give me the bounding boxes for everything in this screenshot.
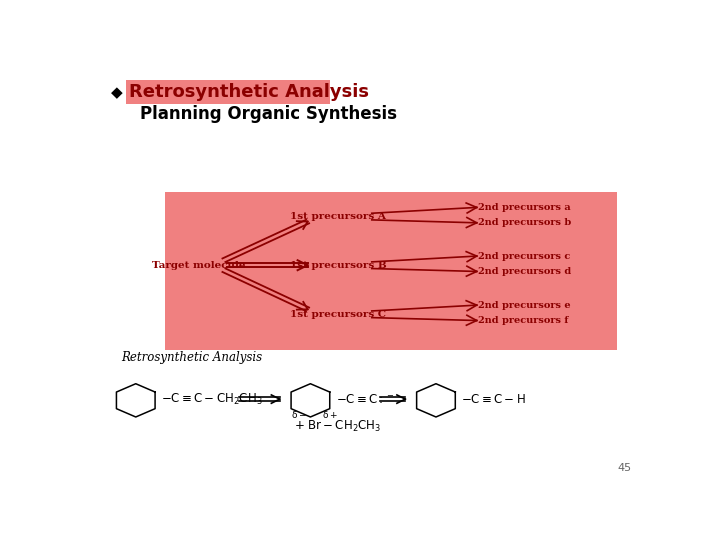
Text: 1st precursors C: 1st precursors C xyxy=(290,310,387,319)
Text: Target molecule: Target molecule xyxy=(152,261,246,269)
Text: 2nd precursors d: 2nd precursors d xyxy=(478,267,571,276)
Text: 45: 45 xyxy=(617,463,631,473)
Text: 2nd precursors b: 2nd precursors b xyxy=(478,218,571,227)
Text: Planning Organic Synthesis: Planning Organic Synthesis xyxy=(140,105,397,123)
Text: 2nd precursors c: 2nd precursors c xyxy=(478,252,570,261)
Text: 1st precursors A: 1st precursors A xyxy=(290,212,386,221)
FancyBboxPatch shape xyxy=(126,80,330,104)
Text: $\mathsf{\delta-}$: $\mathsf{\delta-}$ xyxy=(292,409,307,421)
Text: Retrosynthetic Analysis: Retrosynthetic Analysis xyxy=(121,352,262,365)
Text: 2nd precursors e: 2nd precursors e xyxy=(478,301,570,309)
Text: $\mathsf{+\ Br-CH_2CH_3}$: $\mathsf{+\ Br-CH_2CH_3}$ xyxy=(294,419,381,434)
Text: 2nd precursors f: 2nd precursors f xyxy=(478,316,568,325)
Text: $\mathsf{\delta+}$: $\mathsf{\delta+}$ xyxy=(322,409,338,421)
Text: 2nd precursors a: 2nd precursors a xyxy=(478,203,570,212)
Text: 1st precursors B: 1st precursors B xyxy=(290,261,387,269)
Text: $\mathsf{-C{\equiv}C-CH_2CH_3}$: $\mathsf{-C{\equiv}C-CH_2CH_3}$ xyxy=(161,392,262,407)
Text: Retrosynthetic Analysis: Retrosynthetic Analysis xyxy=(129,83,369,101)
Text: $\mathsf{-C{\equiv}C-H}$: $\mathsf{-C{\equiv}C-H}$ xyxy=(461,393,526,406)
Text: ◆: ◆ xyxy=(111,85,122,100)
Text: $\mathsf{-C{\equiv}C{:}^-}$: $\mathsf{-C{\equiv}C{:}^-}$ xyxy=(336,393,395,406)
FancyBboxPatch shape xyxy=(166,192,617,349)
